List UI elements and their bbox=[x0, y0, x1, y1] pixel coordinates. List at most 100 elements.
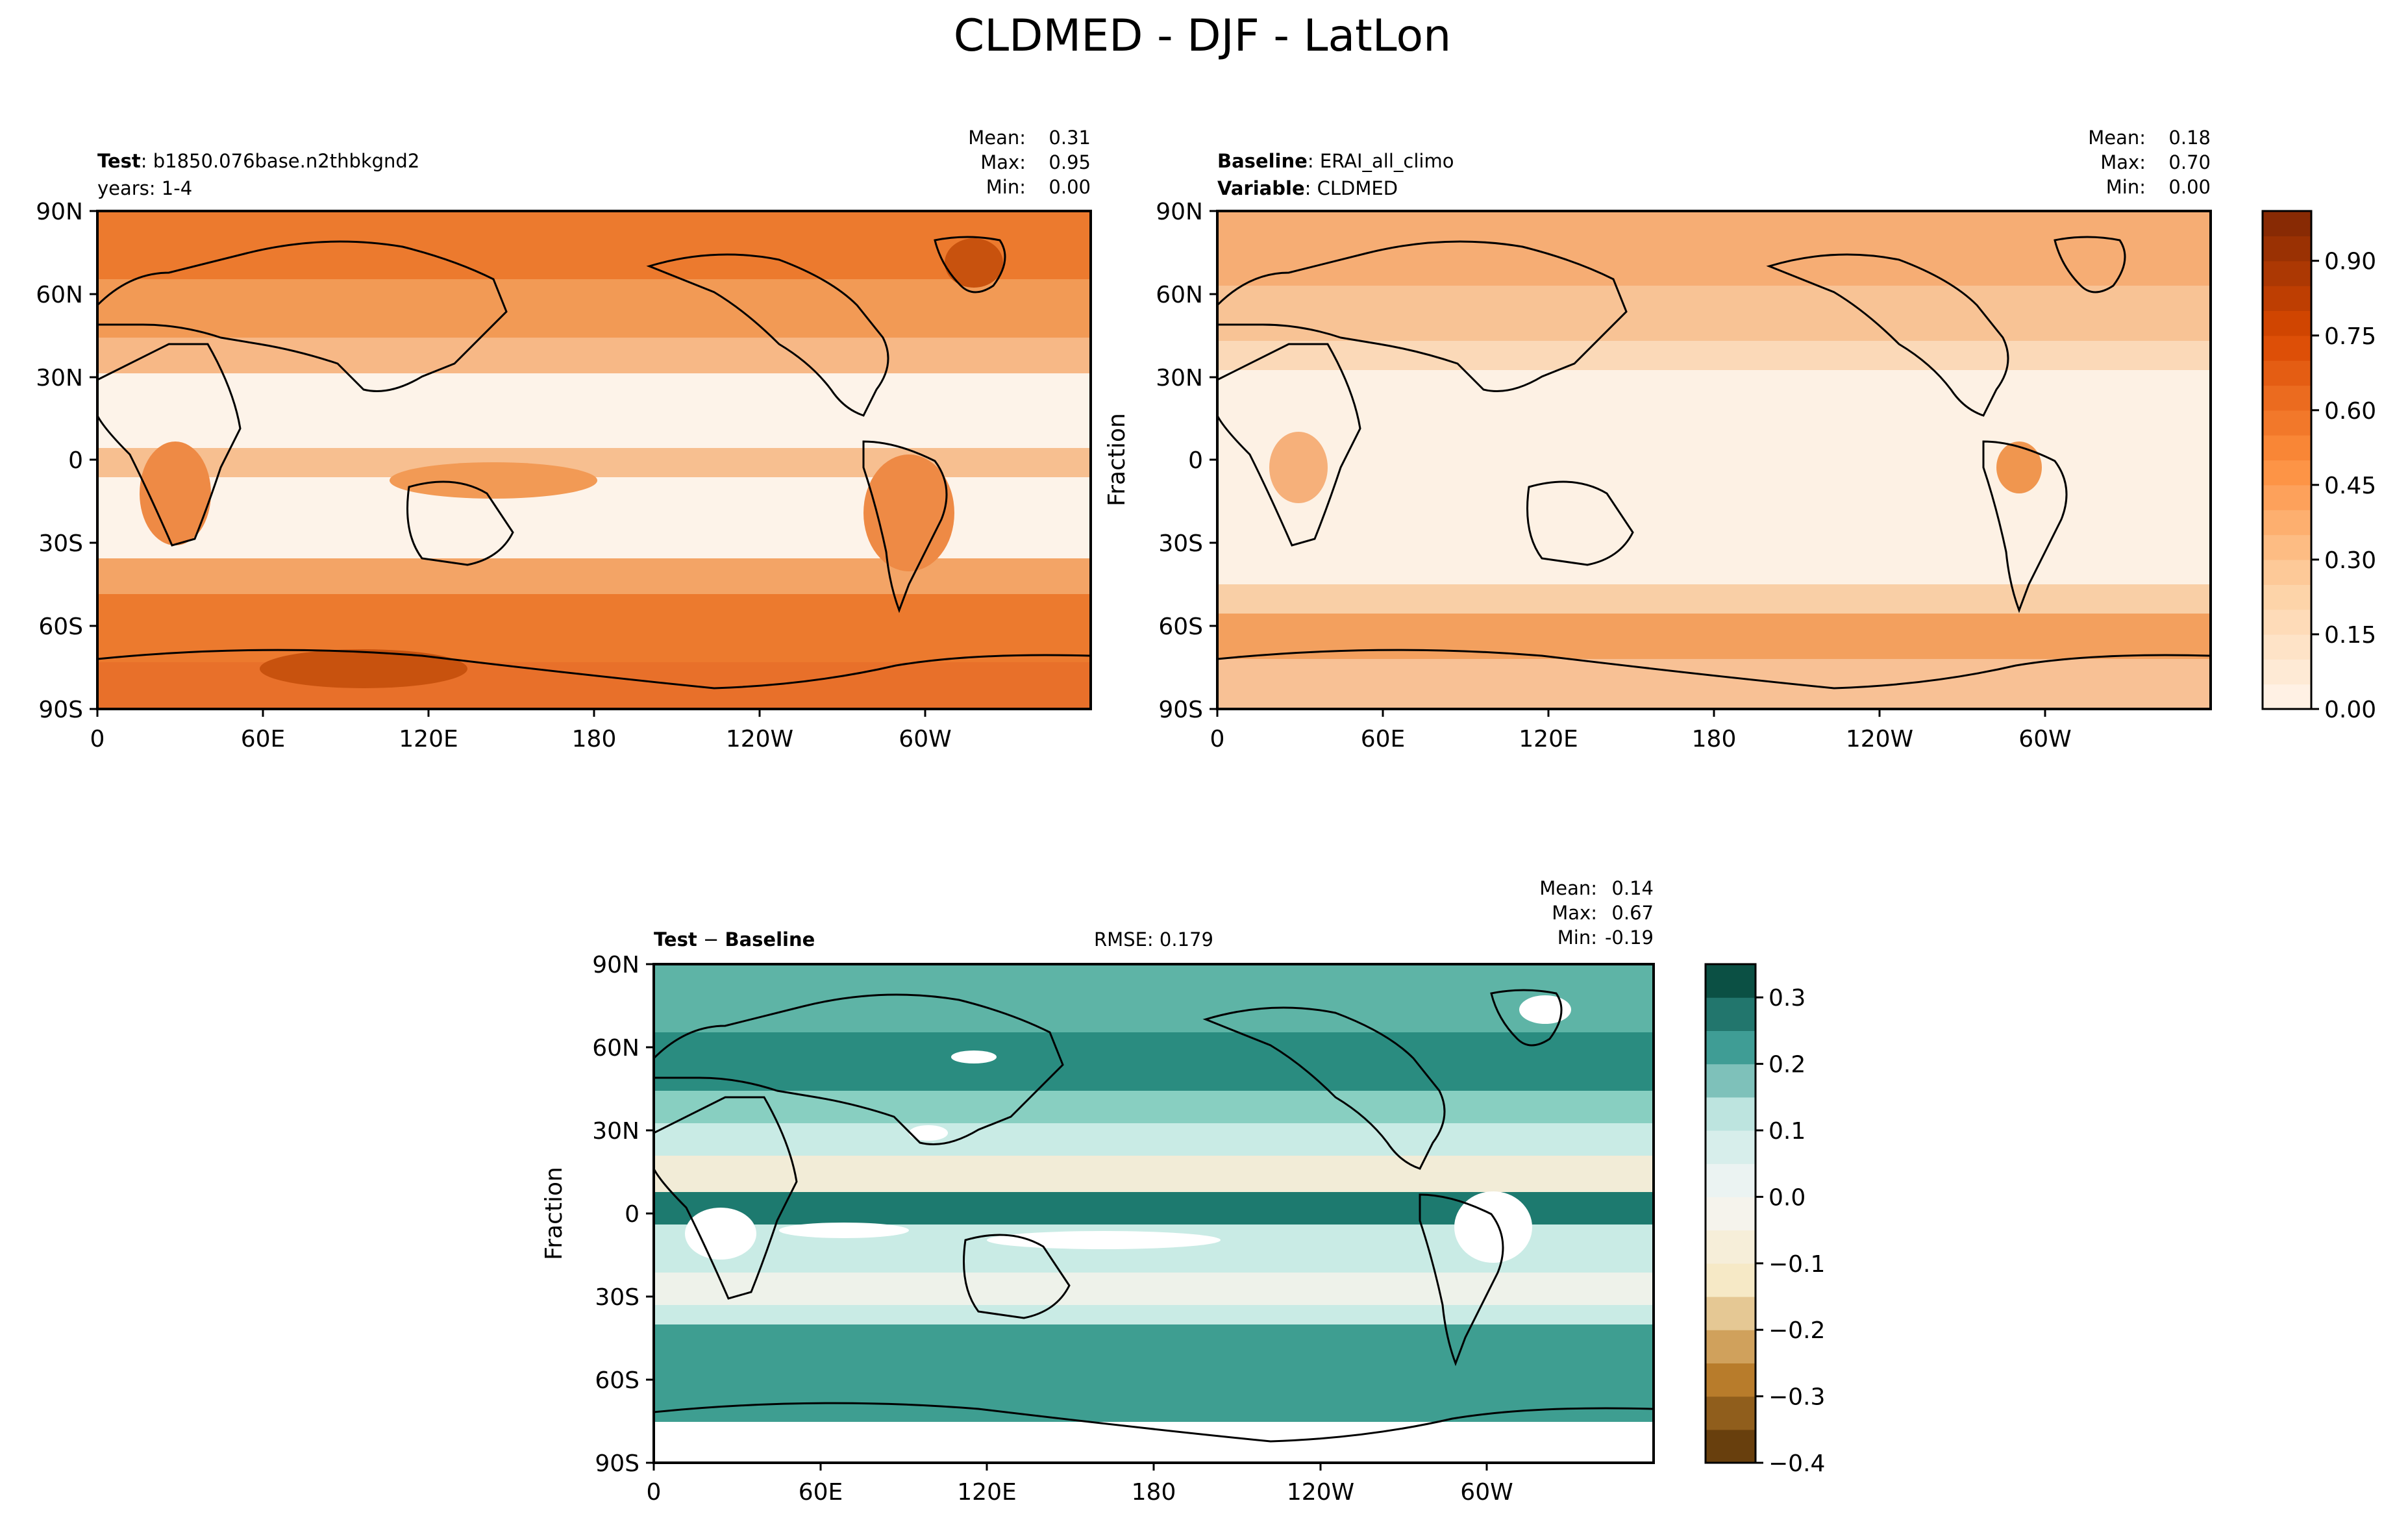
panel-header-difference: Test − Baseline RMSE: 0.179 bbox=[654, 928, 1213, 951]
colorbar-cell bbox=[1706, 1330, 1756, 1363]
header-label: Test bbox=[97, 150, 141, 172]
colorbar-cell bbox=[2263, 534, 2311, 560]
field-band-midlat-north bbox=[654, 1032, 1654, 1097]
stat-max-value: 0.67 bbox=[1611, 902, 1654, 924]
field-max-antarctica bbox=[260, 649, 467, 688]
svg-text:Test: b1850.076base.n2thbkgnd2: Test: b1850.076base.n2thbkgnd2 bbox=[97, 150, 419, 172]
stat-max-label: Max: bbox=[2100, 151, 2146, 173]
colorbar-tick-label: 0.1 bbox=[1769, 1118, 1806, 1145]
colorbar-tick-label: 0.3 bbox=[1769, 985, 1806, 1012]
stat-min-value: -0.19 bbox=[1605, 926, 1654, 949]
stat-min-label: Min: bbox=[2106, 176, 2146, 198]
colorbar-cell bbox=[1706, 964, 1756, 998]
field-africa bbox=[140, 441, 211, 545]
map-field-difference bbox=[654, 964, 1654, 1463]
header-value: CLDMED bbox=[1317, 177, 1398, 199]
y-tick-label: 30S bbox=[1158, 530, 1203, 557]
panel-difference: 0 60E 120E 180 120W 60W 90N 60N 30N 0 30… bbox=[541, 877, 1655, 1506]
panel-baseline: 0 60E 120E 180 120W 60W 90N 60N 30N 0 30… bbox=[1104, 127, 2212, 752]
field-missing-pacific bbox=[987, 1231, 1221, 1249]
colorbar-tick-label: 0.00 bbox=[2324, 697, 2376, 723]
y-tick-label: 30S bbox=[595, 1284, 639, 1311]
rmse-label: RMSE: 0.179 bbox=[1094, 928, 1213, 951]
field-band-southern-ocean bbox=[654, 1324, 1654, 1422]
colorbar-tick-label: 0.2 bbox=[1769, 1052, 1806, 1078]
colorbar-tick-label: 0.60 bbox=[2324, 398, 2376, 425]
header-operator: − bbox=[703, 928, 719, 951]
colorbar-cell bbox=[1706, 1063, 1756, 1098]
stat-max-value: 0.70 bbox=[2168, 151, 2211, 173]
panel-stats-difference: Mean: 0.14 Max: 0.67 Min: -0.19 bbox=[1539, 877, 1654, 949]
header-years: years: 1-4 bbox=[97, 177, 192, 199]
x-tick-label: 120E bbox=[1519, 726, 1578, 752]
field-band-antarctic bbox=[97, 662, 1091, 709]
field-band-midlat-north bbox=[1217, 286, 2211, 344]
header-label: Baseline bbox=[1217, 150, 1308, 172]
colorbar-tick-label: 0.75 bbox=[2324, 323, 2376, 350]
y-tick-label: 90S bbox=[38, 697, 83, 723]
header-label: Test bbox=[654, 928, 697, 951]
stat-mean-label: Mean: bbox=[2088, 127, 2146, 149]
colorbar-cell bbox=[1706, 1429, 1756, 1463]
field-band-subtropic-south bbox=[97, 558, 1091, 597]
panel-header-baseline: Baseline: ERAI_all_climo Variable: CLDME… bbox=[1217, 150, 1454, 199]
header-value: ERAI_all_climo bbox=[1320, 150, 1454, 172]
x-tick-label: 180 bbox=[572, 726, 617, 752]
colorbar-cell bbox=[1706, 997, 1756, 1031]
x-ticks-baseline: 0 60E 120E 180 120W 60W bbox=[1210, 709, 2072, 752]
colorbar-tick-label: −0.1 bbox=[1769, 1251, 1825, 1278]
x-ticks-difference: 0 60E 120E 180 120W 60W bbox=[647, 1463, 1513, 1506]
y-tick-label: 0 bbox=[1188, 447, 1203, 474]
colorbar-tick-label: 0.90 bbox=[2324, 249, 2376, 275]
y-tick-label: 60S bbox=[38, 614, 83, 640]
field-missing-africa bbox=[685, 1208, 756, 1260]
colorbar-tick-label: 0.45 bbox=[2324, 473, 2376, 499]
field-band-subtropic-north bbox=[97, 338, 1091, 373]
y-ticks-test: 90N 60N 30N 0 30S 60S 90S bbox=[36, 199, 97, 723]
y-tick-label: 90N bbox=[592, 952, 639, 978]
x-tick-label: 60W bbox=[899, 726, 951, 752]
field-maritime-continent bbox=[390, 462, 597, 499]
stat-mean-value: 0.14 bbox=[1611, 877, 1654, 899]
colorbar-cell bbox=[2263, 410, 2311, 436]
y-tick-label: 0 bbox=[625, 1201, 639, 1228]
colorbar-frame bbox=[1704, 963, 1757, 1464]
y-tick-label: 60N bbox=[1156, 282, 1203, 308]
y-tick-label: 30N bbox=[1156, 365, 1203, 392]
colorbar-cell bbox=[2263, 260, 2311, 286]
colorbar-cell bbox=[2263, 684, 2311, 710]
stat-mean-label: Mean: bbox=[968, 127, 1026, 149]
stat-min-label: Min: bbox=[1558, 926, 1597, 949]
x-tick-label: 60W bbox=[1460, 1479, 1513, 1506]
svg-text:Baseline: ERAI_all_climo: Baseline: ERAI_all_climo bbox=[1217, 150, 1454, 172]
colorbar-cell bbox=[2263, 310, 2311, 336]
y-tick-label: 60S bbox=[595, 1367, 639, 1394]
colorbar-cell bbox=[2263, 385, 2311, 411]
stat-mean-value: 0.18 bbox=[2168, 127, 2211, 149]
colorbar-brbg: 0.3 0.2 0.1 0.0 −0.1 −0.2 −0.3 −0.4 bbox=[1704, 963, 1825, 1477]
colorbar-cell bbox=[2263, 634, 2311, 660]
colorbar-tick-label: 0.0 bbox=[1769, 1184, 1806, 1211]
field-band-midlat-north bbox=[97, 279, 1091, 344]
field-band-subtropic-north bbox=[1217, 341, 2211, 370]
colorbar-cell bbox=[2263, 609, 2311, 635]
colorbar-cell bbox=[1706, 1263, 1756, 1297]
field-band-tropics-north bbox=[654, 1156, 1654, 1195]
y-tick-label: 90S bbox=[595, 1450, 639, 1477]
stat-max-label: Max: bbox=[1552, 902, 1597, 924]
field-max-greenland bbox=[945, 238, 1003, 288]
colorbar-cell bbox=[1706, 1163, 1756, 1197]
field-andes bbox=[1996, 441, 2042, 493]
field-missing-indian-ocean bbox=[779, 1223, 909, 1238]
y-tick-label: 90S bbox=[1158, 697, 1203, 723]
panel-stats-test: Mean: 0.31 Max: 0.95 Min: 0.00 bbox=[968, 127, 1091, 198]
x-tick-label: 180 bbox=[1132, 1479, 1176, 1506]
colorbar-cell bbox=[2263, 484, 2311, 510]
svg-text:Test − Baseline: Test − Baseline bbox=[654, 928, 815, 951]
field-band-arctic bbox=[97, 211, 1091, 289]
field-band-arctic bbox=[1217, 211, 2211, 289]
colorbar-tick-label: −0.2 bbox=[1769, 1317, 1825, 1344]
stat-min-label: Min: bbox=[986, 176, 1026, 198]
x-tick-label: 0 bbox=[1210, 726, 1225, 752]
